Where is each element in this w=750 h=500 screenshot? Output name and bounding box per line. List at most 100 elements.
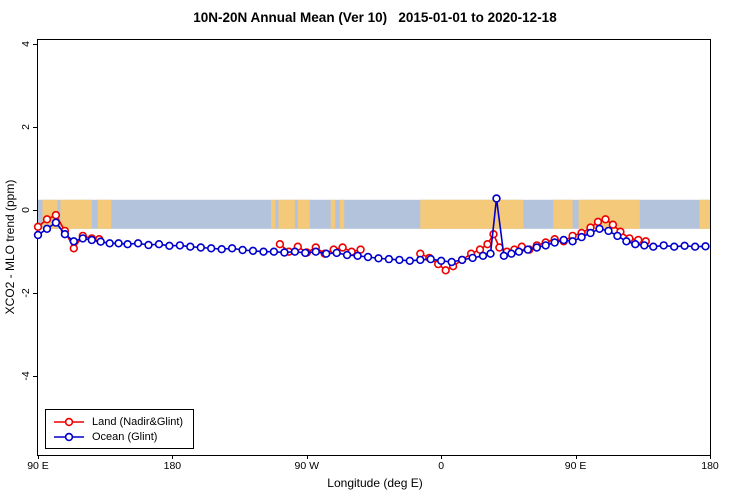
x-tick-mark bbox=[575, 455, 577, 459]
chart-title: 10N-20N Annual Mean (Ver 10) 2015-01-01 … bbox=[193, 10, 557, 25]
series-marker-0 bbox=[483, 240, 492, 249]
series-marker-1 bbox=[342, 250, 352, 260]
series-marker-1 bbox=[468, 253, 477, 263]
series-marker-1 bbox=[165, 241, 174, 251]
y-tick-mark bbox=[33, 210, 37, 212]
series-marker-1 bbox=[186, 242, 195, 251]
land-patch bbox=[278, 199, 295, 229]
series-marker-1 bbox=[437, 256, 446, 266]
series-marker-1 bbox=[123, 240, 132, 249]
series-marker-0 bbox=[51, 210, 61, 220]
series-marker-1 bbox=[586, 228, 595, 238]
land-patch bbox=[420, 199, 524, 229]
series-marker-0 bbox=[275, 240, 285, 249]
series-marker-1 bbox=[42, 224, 52, 234]
land-patch bbox=[270, 199, 276, 229]
series-marker-1 bbox=[238, 245, 247, 255]
ocean-legend-marker-icon bbox=[64, 432, 74, 441]
series-marker-0 bbox=[608, 220, 618, 229]
series-marker-1 bbox=[78, 234, 87, 243]
series-marker-1 bbox=[96, 237, 105, 246]
series-marker-1 bbox=[374, 254, 383, 263]
series-marker-1 bbox=[532, 243, 541, 252]
series-marker-1 bbox=[595, 224, 604, 234]
land-patch bbox=[297, 199, 310, 229]
series-marker-1 bbox=[622, 237, 631, 246]
series-marker-1 bbox=[669, 242, 679, 251]
series-marker-0 bbox=[42, 215, 52, 224]
series-marker-1 bbox=[51, 218, 61, 227]
y-tick-label: -2 bbox=[20, 288, 32, 298]
series-marker-1 bbox=[604, 226, 613, 236]
legend-item-ocean: Ocean (Glint) bbox=[52, 429, 183, 444]
y-tick-label: 4 bbox=[20, 41, 32, 48]
series-marker-0 bbox=[69, 244, 78, 253]
series-marker-1 bbox=[175, 241, 185, 250]
series-marker-0 bbox=[33, 222, 43, 232]
series-marker-1 bbox=[144, 240, 153, 250]
series-marker-1 bbox=[332, 248, 341, 258]
legend-label-land: Land (Nadir&Glint) bbox=[92, 415, 184, 428]
series-marker-1 bbox=[114, 239, 123, 248]
series-marker-1 bbox=[631, 240, 640, 249]
series-marker-1 bbox=[311, 247, 320, 256]
series-marker-1 bbox=[384, 254, 394, 264]
land-patch bbox=[97, 199, 112, 229]
series-marker-1 bbox=[87, 235, 96, 245]
series-marker-1 bbox=[196, 243, 206, 252]
x-tick-mark bbox=[38, 455, 39, 459]
y-tick-mark bbox=[33, 376, 37, 378]
series-marker-1 bbox=[478, 251, 488, 261]
series-marker-1 bbox=[659, 241, 668, 250]
series-marker-1 bbox=[154, 240, 164, 249]
series-marker-1 bbox=[227, 244, 237, 253]
series-marker-1 bbox=[290, 247, 300, 256]
series-marker-0 bbox=[338, 243, 347, 252]
chart-canvas bbox=[33, 194, 710, 275]
series-marker-1 bbox=[301, 248, 310, 258]
series-marker-1 bbox=[514, 247, 524, 256]
x-tick-mark bbox=[710, 455, 711, 459]
series-marker-1 bbox=[395, 255, 404, 265]
ocean-series-glyph bbox=[54, 432, 84, 441]
plot-area: Land (Nadir&Glint) Ocean (Glint) bbox=[33, 39, 711, 456]
series-marker-1 bbox=[577, 232, 586, 242]
series-marker-1 bbox=[217, 245, 226, 254]
series-marker-1 bbox=[33, 230, 43, 240]
series-marker-1 bbox=[363, 252, 373, 262]
x-tick-label: 90 E bbox=[27, 460, 49, 472]
x-tick-label: 90 E bbox=[564, 460, 587, 472]
series-marker-1 bbox=[559, 235, 568, 245]
series-marker-1 bbox=[568, 237, 577, 246]
series-marker-1 bbox=[507, 249, 516, 258]
y-tick-mark bbox=[33, 44, 37, 46]
land-patch bbox=[330, 199, 336, 229]
land-patch bbox=[699, 199, 710, 229]
series-marker-1 bbox=[447, 257, 456, 267]
series-marker-1 bbox=[416, 255, 425, 265]
series-marker-1 bbox=[486, 249, 495, 258]
series-marker-1 bbox=[523, 245, 532, 254]
series-marker-1 bbox=[105, 239, 114, 248]
series-marker-1 bbox=[133, 239, 143, 248]
land-patch bbox=[60, 199, 92, 229]
y-axis-label: XCO2 - MLO trend (ppm) bbox=[3, 179, 17, 315]
series-marker-1 bbox=[499, 251, 509, 261]
y-tick-mark bbox=[33, 127, 37, 129]
y-tick-label: -4 bbox=[20, 371, 32, 381]
land-series-glyph bbox=[54, 417, 84, 426]
y-tick-mark bbox=[33, 293, 37, 295]
y-tick-label: 0 bbox=[20, 207, 32, 214]
series-marker-1 bbox=[353, 251, 362, 261]
legend-label-ocean: Ocean (Glint) bbox=[92, 430, 158, 443]
series-marker-1 bbox=[207, 244, 216, 253]
series-marker-1 bbox=[640, 241, 649, 250]
series-marker-1 bbox=[550, 238, 559, 247]
series-marker-1 bbox=[492, 194, 501, 203]
series-line-1 bbox=[37, 198, 706, 263]
series-marker-0 bbox=[601, 215, 610, 224]
x-tick-label: 180 bbox=[163, 460, 182, 472]
series-marker-1 bbox=[248, 246, 258, 256]
land-patch bbox=[339, 199, 345, 229]
